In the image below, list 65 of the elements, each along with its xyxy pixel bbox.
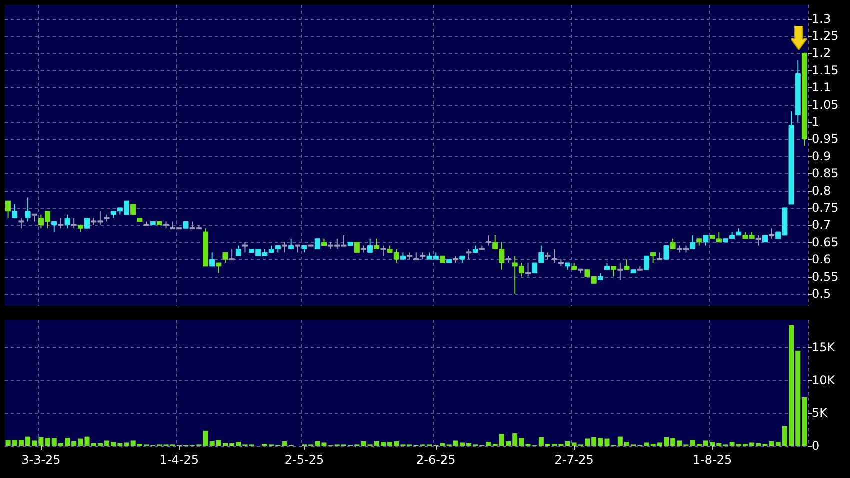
x-tick-label: 2-5-25 (284, 453, 324, 467)
y-tick-label: 0.85 (812, 166, 839, 181)
candlestick (756, 234, 762, 246)
x-tick-label: 1-4-25 (160, 453, 200, 467)
y-tick-label: 0.55 (812, 270, 839, 284)
y-tick-label: 15K (812, 340, 836, 355)
candlestick (354, 242, 360, 254)
y-tick-label: 0.75 (812, 200, 839, 215)
y-tick-label: 10K (812, 373, 836, 388)
y-tick-label: 0.9 (812, 149, 832, 164)
candlestick (216, 262, 222, 274)
y-tick-label: 1.15 (812, 63, 839, 78)
y-tick-label: 0.95 (812, 132, 839, 146)
candlestick (288, 238, 294, 250)
x-tick-label: 1-8-25 (692, 453, 732, 467)
candlestick (380, 245, 386, 257)
candlestick (12, 204, 18, 219)
candlestick (84, 218, 90, 230)
candlestick (466, 248, 472, 260)
y-tick-label: 0 (812, 439, 820, 453)
y-tick-label: 0.5 (812, 286, 832, 301)
candlestick (210, 252, 216, 267)
candlestick (552, 248, 558, 264)
y-tick-label: 5K (812, 406, 829, 420)
candlestick (374, 238, 380, 250)
candlestick (690, 234, 696, 250)
x-tick-label: 2-6-25 (416, 453, 456, 467)
candlestick (52, 221, 58, 233)
candlestick (650, 252, 656, 264)
candlestick (64, 214, 70, 230)
candlestick (6, 200, 12, 219)
candlestick (664, 245, 670, 260)
y-tick-label: 1.3 (812, 12, 832, 26)
y-tick-label: 0.7 (812, 218, 832, 232)
y-tick-label: 1 (812, 114, 820, 129)
candlestick (670, 238, 676, 250)
candlestick (222, 252, 228, 264)
candlestick (368, 238, 374, 254)
candlestick (25, 197, 31, 222)
candlestick (703, 234, 709, 246)
candlestick (18, 218, 24, 230)
candlestick (58, 218, 64, 230)
candlestick (130, 204, 136, 216)
y-tick-label: 1.2 (812, 46, 832, 60)
candlestick (769, 228, 775, 240)
candlestick (644, 256, 650, 270)
y-tick-label: 1.05 (812, 98, 839, 112)
x-tick-label: 2-7-25 (554, 453, 594, 467)
candlestick (314, 238, 320, 250)
candlestick (71, 218, 77, 230)
candlestick (526, 262, 532, 278)
candlestick (611, 266, 617, 278)
candlestick (282, 242, 288, 254)
y-tick-label: 1.25 (812, 28, 839, 43)
x-tick-label: 3-3-25 (22, 453, 61, 467)
y-tick-label: 0.6 (812, 252, 832, 267)
y-tick-label: 0.8 (812, 184, 832, 198)
candlestick (486, 234, 492, 246)
candlestick (624, 259, 630, 270)
y-tick-label: 0.65 (812, 235, 839, 250)
candlestick (242, 242, 248, 254)
candlestick (236, 245, 242, 257)
y-tick-label: 1.1 (812, 80, 832, 95)
candlestick (229, 248, 235, 261)
candlestick (618, 262, 624, 281)
